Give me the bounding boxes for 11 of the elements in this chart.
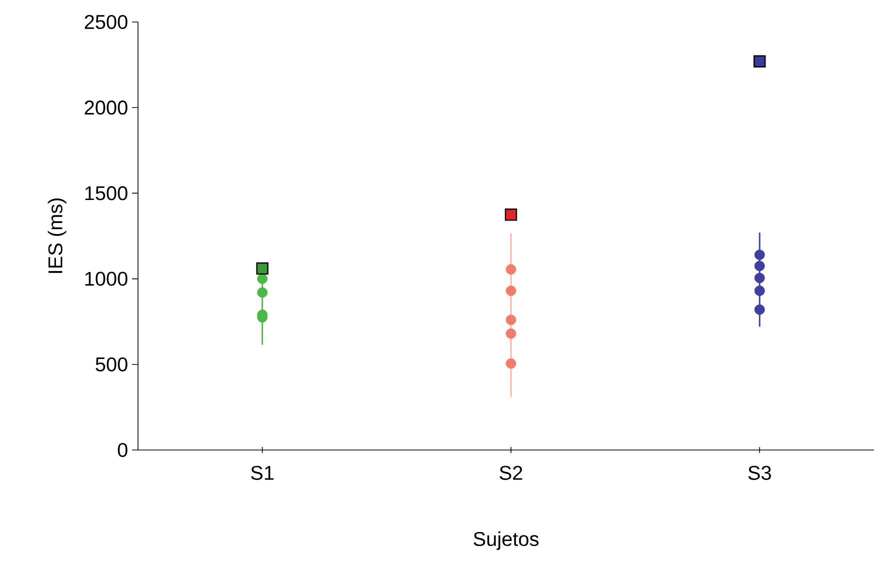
x-tick-label: S3: [748, 466, 771, 480]
y-tick-label: 2500: [84, 14, 128, 30]
x-tick-label: S2: [500, 466, 522, 480]
x-axis-title: Sujetos: [474, 531, 538, 550]
y-tick-label: 1000: [85, 272, 128, 286]
y-tick-label: 1500: [85, 186, 128, 200]
y-tick-label: 0: [118, 442, 128, 458]
y-tick-label: 2000: [84, 100, 128, 115]
x-tick-label: S1: [251, 466, 274, 480]
y-tick-label: 500: [96, 357, 128, 372]
y-axis-title: IES (ms): [48, 198, 66, 273]
